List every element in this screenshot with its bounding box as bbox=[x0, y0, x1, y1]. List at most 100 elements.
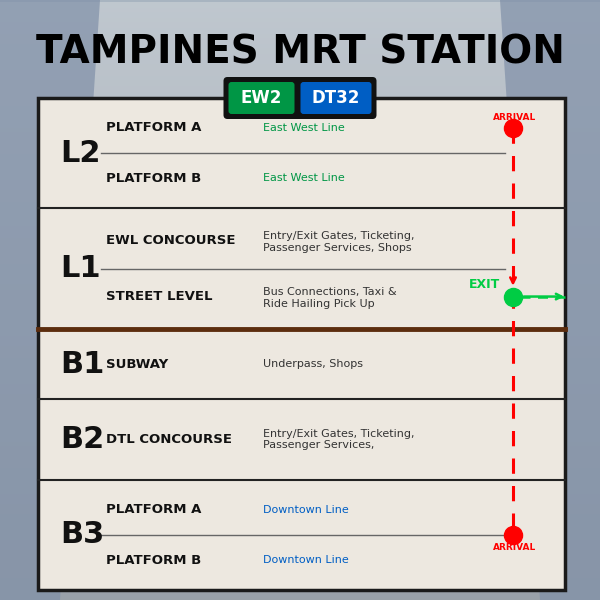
Bar bbox=[0, 460, 600, 462]
Bar bbox=[0, 222, 600, 224]
Text: EXIT: EXIT bbox=[469, 278, 500, 291]
Bar bbox=[0, 488, 600, 490]
Bar bbox=[0, 420, 600, 422]
Bar bbox=[0, 342, 600, 344]
Bar bbox=[0, 418, 600, 420]
Text: Underpass, Shops: Underpass, Shops bbox=[263, 359, 363, 369]
Bar bbox=[0, 326, 600, 328]
Bar bbox=[0, 164, 600, 166]
Bar bbox=[0, 392, 600, 394]
Bar bbox=[0, 376, 600, 378]
Bar bbox=[0, 582, 600, 584]
Bar bbox=[0, 38, 600, 40]
Bar bbox=[0, 414, 600, 416]
Bar bbox=[0, 264, 600, 266]
Bar bbox=[0, 214, 600, 216]
Bar bbox=[0, 208, 600, 210]
Bar bbox=[0, 332, 600, 334]
Bar bbox=[0, 14, 600, 16]
FancyBboxPatch shape bbox=[223, 77, 377, 119]
Bar bbox=[0, 172, 600, 174]
Bar bbox=[0, 382, 600, 384]
Bar bbox=[0, 444, 600, 446]
Bar bbox=[0, 196, 600, 198]
Bar bbox=[0, 108, 600, 110]
Bar bbox=[0, 518, 600, 520]
Text: EW2: EW2 bbox=[241, 89, 282, 107]
Bar bbox=[0, 160, 600, 162]
Bar bbox=[0, 468, 600, 470]
Text: Entry/Exit Gates, Ticketing,
Passenger Services,: Entry/Exit Gates, Ticketing, Passenger S… bbox=[263, 428, 415, 450]
Bar bbox=[0, 162, 600, 164]
Bar bbox=[0, 70, 600, 72]
Polygon shape bbox=[0, 0, 100, 600]
Bar bbox=[0, 254, 600, 256]
Bar bbox=[0, 514, 600, 516]
Bar bbox=[0, 30, 600, 32]
Bar bbox=[0, 4, 600, 6]
Bar bbox=[0, 184, 600, 186]
Bar bbox=[0, 368, 600, 370]
Bar bbox=[0, 146, 600, 148]
Bar bbox=[0, 562, 600, 564]
Bar bbox=[0, 528, 600, 530]
Bar bbox=[0, 288, 600, 290]
Bar bbox=[0, 188, 600, 190]
Bar bbox=[0, 36, 600, 38]
Bar bbox=[0, 408, 600, 410]
Text: DT32: DT32 bbox=[312, 89, 360, 107]
Bar bbox=[0, 566, 600, 568]
Bar bbox=[0, 308, 600, 310]
Bar bbox=[0, 168, 600, 170]
Bar bbox=[0, 260, 600, 262]
Bar bbox=[0, 72, 600, 74]
Bar bbox=[0, 380, 600, 382]
Bar bbox=[0, 508, 600, 510]
Bar bbox=[0, 552, 600, 554]
Bar bbox=[0, 404, 600, 406]
Bar bbox=[0, 8, 600, 10]
Bar bbox=[0, 20, 600, 22]
Bar bbox=[0, 246, 600, 248]
Bar bbox=[0, 512, 600, 514]
Bar bbox=[0, 52, 600, 54]
Bar bbox=[0, 126, 600, 128]
Bar bbox=[0, 384, 600, 386]
Bar bbox=[0, 430, 600, 432]
Bar bbox=[0, 504, 600, 506]
Bar bbox=[0, 328, 600, 330]
Bar bbox=[0, 410, 600, 412]
Bar bbox=[0, 46, 600, 48]
Bar bbox=[0, 34, 600, 36]
Text: PLATFORM A: PLATFORM A bbox=[106, 503, 202, 516]
Bar bbox=[0, 394, 600, 396]
Text: Entry/Exit Gates, Ticketing,: Entry/Exit Gates, Ticketing, bbox=[263, 231, 415, 241]
Bar bbox=[0, 120, 600, 122]
Bar bbox=[0, 452, 600, 454]
Bar bbox=[0, 424, 600, 426]
Bar bbox=[0, 598, 600, 600]
Bar bbox=[0, 354, 600, 356]
Text: Passenger Services, Shops: Passenger Services, Shops bbox=[263, 243, 412, 253]
Bar bbox=[0, 48, 600, 50]
Bar bbox=[0, 176, 600, 178]
Bar bbox=[0, 522, 600, 524]
Bar bbox=[0, 142, 600, 144]
Bar bbox=[0, 78, 600, 80]
Text: Downtown Line: Downtown Line bbox=[263, 505, 349, 515]
Bar bbox=[0, 498, 600, 500]
Bar bbox=[0, 464, 600, 466]
Bar bbox=[0, 584, 600, 586]
Text: PLATFORM B: PLATFORM B bbox=[106, 554, 201, 567]
Bar bbox=[0, 128, 600, 130]
Bar bbox=[0, 154, 600, 156]
Bar bbox=[0, 190, 600, 192]
Bar bbox=[0, 24, 600, 26]
Bar bbox=[0, 480, 600, 482]
Bar bbox=[0, 500, 600, 502]
Bar bbox=[0, 186, 600, 188]
Bar bbox=[0, 54, 600, 56]
Bar bbox=[0, 440, 600, 442]
Bar bbox=[0, 122, 600, 124]
Bar bbox=[0, 40, 600, 42]
